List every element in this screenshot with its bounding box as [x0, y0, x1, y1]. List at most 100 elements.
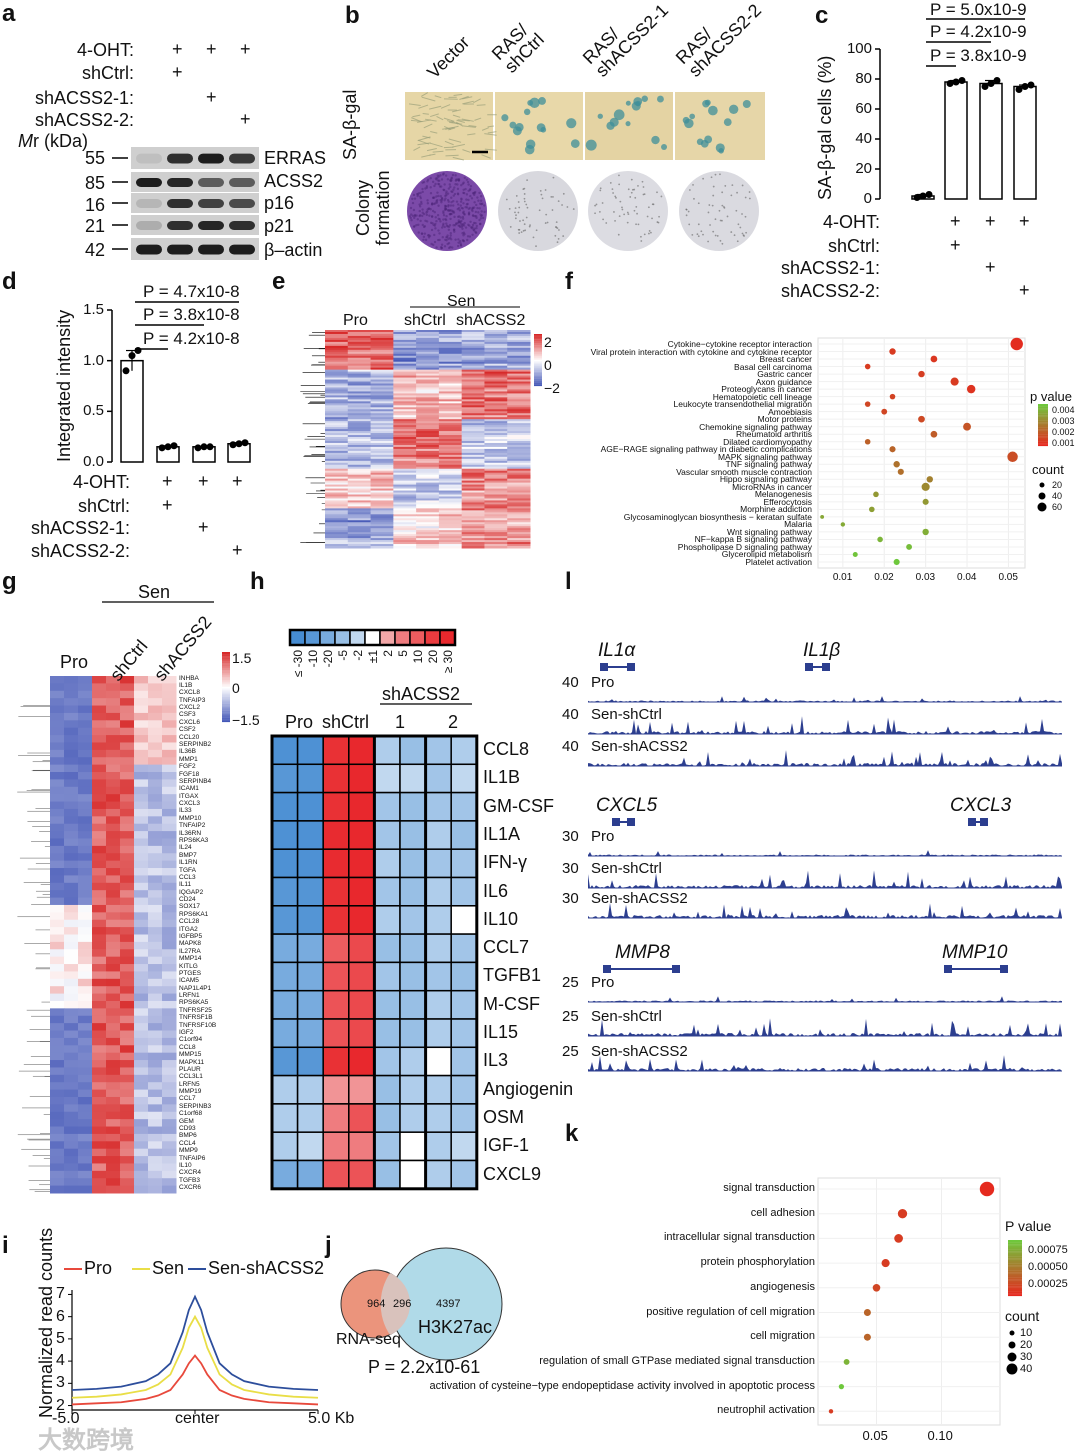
legend-gradient — [222, 652, 230, 654]
heatmap-cell — [416, 423, 440, 426]
heatmap-cell — [296, 876, 324, 907]
heatmap-cell — [438, 484, 463, 488]
heatmap-cell — [64, 912, 79, 921]
cell-shape — [430, 130, 438, 134]
heatmap-cell — [347, 534, 372, 537]
heatmap-cell — [507, 391, 531, 394]
colony — [642, 193, 645, 196]
heatmap-cell — [393, 480, 417, 484]
heatmap-cell — [64, 1052, 79, 1061]
heatmap-cell — [64, 890, 79, 899]
gene-label: INHBA — [179, 674, 199, 682]
legend-gradient — [222, 717, 230, 720]
heatmap-cell — [78, 1089, 93, 1098]
heatmap-cell — [484, 446, 508, 450]
heatmap-cell — [484, 431, 508, 434]
heatmap-cell — [347, 397, 372, 400]
heatmap-cell — [438, 532, 463, 535]
colony — [430, 228, 434, 232]
track-scale: 25 — [562, 974, 579, 991]
gene-exon — [603, 965, 611, 973]
heatmap-cell — [461, 385, 485, 388]
colony — [421, 187, 424, 191]
plus-mark: + — [172, 62, 183, 82]
legend-tick: 0.004 — [1052, 405, 1075, 415]
heatmap-cell — [347, 351, 372, 355]
pathway-label: Vascular smooth muscle contraction — [676, 466, 812, 477]
heatmap-cell — [78, 690, 93, 699]
heatmap-cell — [50, 690, 65, 699]
heatmap-cell — [148, 1148, 163, 1157]
cell-shape — [418, 139, 430, 145]
blot-strip — [131, 238, 259, 260]
heatmap-cell — [461, 522, 485, 525]
heatmap-cell — [461, 512, 485, 515]
track-scale: 40 — [562, 738, 579, 755]
heatmap-cell — [507, 464, 531, 468]
colony — [420, 200, 423, 204]
pathway-label: Phospholipase D signaling pathway — [677, 541, 812, 552]
gene-exon — [822, 663, 830, 671]
heatmap-cell — [450, 1018, 478, 1049]
heatmap-cell — [78, 890, 93, 899]
heatmap-cell — [106, 749, 121, 758]
heatmap-cell — [507, 397, 531, 400]
colony — [630, 191, 633, 194]
heatmap-cell — [347, 466, 372, 470]
colony — [463, 213, 466, 216]
heatmap-cell — [92, 993, 107, 1002]
heatmap-cell — [64, 705, 79, 714]
legend-gradient — [534, 341, 542, 344]
colony — [714, 234, 717, 237]
cell-shape — [421, 96, 436, 102]
heatmap-cell — [416, 403, 440, 406]
heatmap-cell — [484, 498, 508, 501]
column-label: Pro — [60, 652, 89, 672]
colony — [433, 202, 436, 206]
heatmap-cell — [134, 838, 149, 847]
heatmap-cell — [78, 986, 93, 995]
legend-gradient — [1008, 1286, 1022, 1288]
heatmap-cell — [484, 466, 508, 470]
mw-marker: 85 — [85, 173, 106, 193]
track-label: Pro — [591, 974, 615, 991]
heatmap-cell — [393, 546, 417, 549]
colony — [429, 192, 433, 195]
heatmap-cell — [461, 460, 485, 464]
colony — [555, 221, 558, 224]
heatmap-cell — [461, 462, 485, 466]
heatmap-cell — [393, 383, 417, 386]
heatmap-cell — [393, 405, 417, 408]
heatmap-cell — [393, 454, 417, 458]
legend-gradient — [1038, 426, 1048, 428]
colony — [410, 213, 413, 216]
legend-gradient — [222, 689, 230, 692]
heatmap-cell — [106, 1111, 121, 1120]
heatmap-cell — [134, 1133, 149, 1142]
legend-gradient — [222, 660, 230, 662]
heatmap-cell — [507, 492, 531, 495]
colony — [412, 193, 416, 197]
heatmap-cell — [120, 1030, 135, 1039]
heatmap-cell — [162, 927, 177, 935]
senescent-cell — [566, 118, 577, 129]
heatmap-cell — [78, 1082, 93, 1091]
legend-gradient — [222, 682, 230, 685]
heatmap-cell — [50, 779, 65, 788]
pathway-label: Breast cancer — [759, 354, 812, 365]
heatmap-cell — [507, 355, 531, 359]
heatmap-cell — [484, 377, 508, 381]
heatmap-cell — [148, 794, 163, 803]
data-point — [893, 461, 900, 468]
heatmap-cell — [461, 504, 485, 507]
venn-count: 4397 — [436, 1298, 461, 1310]
data-point — [889, 446, 896, 453]
heatmap-cell — [50, 838, 65, 847]
heatmap-cell — [416, 391, 440, 394]
heatmap-cell — [370, 446, 394, 450]
heatmap-cell — [78, 956, 93, 965]
heatmap-cell — [370, 546, 394, 549]
heatmap-cell — [484, 492, 508, 495]
heatmap-cell — [162, 971, 177, 980]
